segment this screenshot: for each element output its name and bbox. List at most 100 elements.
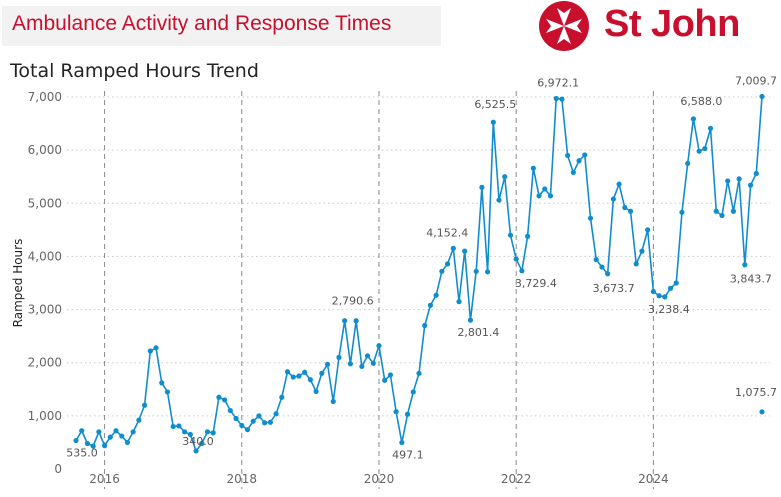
data-label: 6,972.1 [537, 76, 579, 89]
data-point [101, 443, 108, 449]
data-point [410, 389, 416, 395]
data-point [250, 418, 256, 424]
data-point [79, 428, 85, 434]
data-point [496, 197, 502, 203]
data-point [159, 380, 165, 386]
y-tick-label: 0 [54, 462, 62, 476]
data-point [559, 96, 565, 102]
grid-layer [67, 96, 770, 417]
x-tick-label: 2016 [89, 472, 120, 486]
data-point [696, 148, 702, 154]
maltese-cross-icon [539, 1, 589, 51]
data-point [262, 420, 268, 426]
y-tick-label: 2,000 [28, 356, 62, 370]
data-point [490, 119, 496, 125]
data-label: 2,790.6 [332, 295, 374, 308]
data-point [353, 318, 359, 324]
data-label: 6,525.5 [474, 98, 516, 111]
data-point [645, 227, 651, 233]
data-point [456, 299, 462, 305]
data-point [627, 208, 634, 214]
data-point [599, 264, 605, 270]
data-point [404, 411, 411, 417]
data-point [324, 361, 331, 367]
data-point [193, 448, 199, 454]
data-point [587, 215, 594, 221]
data-point [313, 388, 319, 395]
data-point [267, 419, 273, 425]
y-tick-label: 7,000 [28, 90, 62, 104]
data-point [502, 174, 508, 180]
data-point [330, 398, 336, 405]
data-point [256, 413, 262, 419]
data-point [753, 170, 759, 177]
data-label: 2,801.4 [457, 326, 499, 339]
data-point [582, 152, 588, 158]
data-point [382, 377, 388, 383]
data-point [319, 370, 325, 376]
data-point [182, 429, 188, 435]
data-point [296, 373, 302, 379]
data-point [239, 422, 245, 429]
data-label: 3,729.4 [515, 277, 557, 290]
data-point [610, 196, 616, 202]
y-tick-label: 4,000 [28, 249, 62, 263]
data-point [273, 411, 279, 417]
data-point [124, 439, 131, 446]
data-point [347, 361, 353, 367]
data-point [387, 372, 394, 378]
data-point [519, 268, 525, 274]
st-john-logo: St John [532, 0, 780, 52]
data-point [153, 345, 159, 351]
data-point [576, 158, 582, 164]
data-point [204, 429, 211, 435]
data-label: 1,075.7 [735, 386, 777, 399]
data-point [685, 160, 691, 167]
data-point [176, 423, 182, 429]
data-point [702, 145, 708, 152]
data-point [216, 394, 222, 400]
data-point [513, 256, 519, 262]
data-point [759, 93, 765, 100]
data-point [416, 370, 422, 376]
data-point [422, 322, 428, 329]
data-point [444, 261, 451, 267]
data-point [742, 262, 748, 268]
data-point [364, 353, 371, 359]
data-point [113, 428, 119, 434]
data-point [393, 409, 399, 415]
data-point-partial [759, 409, 765, 415]
data-point [467, 317, 474, 323]
data-label: 6,588.0 [680, 95, 722, 108]
data-label: 4,152.4 [426, 226, 468, 239]
data-point [233, 415, 239, 422]
data-point [336, 354, 342, 360]
data-point [485, 269, 491, 275]
data-point [307, 377, 313, 383]
data-label: 497.1 [392, 449, 424, 462]
y-tick-label: 3,000 [28, 303, 62, 317]
y-axis-title: Ramped Hours [11, 239, 25, 328]
data-point [542, 186, 548, 192]
x-tick-label: 2024 [638, 472, 669, 486]
data-point [284, 369, 291, 375]
data-point [616, 181, 622, 187]
data-point [164, 389, 171, 395]
series-layer [73, 93, 765, 454]
data-point [84, 440, 91, 447]
data-point [622, 204, 628, 211]
data-point [244, 427, 251, 433]
data-point [142, 402, 148, 408]
data-point [679, 209, 685, 215]
data-point [667, 285, 674, 291]
data-point [747, 182, 754, 188]
data-point [479, 184, 485, 190]
data-point [536, 193, 542, 199]
data-point [199, 440, 205, 447]
data-label: 3,238.4 [648, 303, 690, 316]
x-tick-label: 2018 [227, 472, 258, 486]
data-point [427, 302, 434, 308]
data-point [439, 268, 445, 274]
data-point [370, 360, 376, 366]
